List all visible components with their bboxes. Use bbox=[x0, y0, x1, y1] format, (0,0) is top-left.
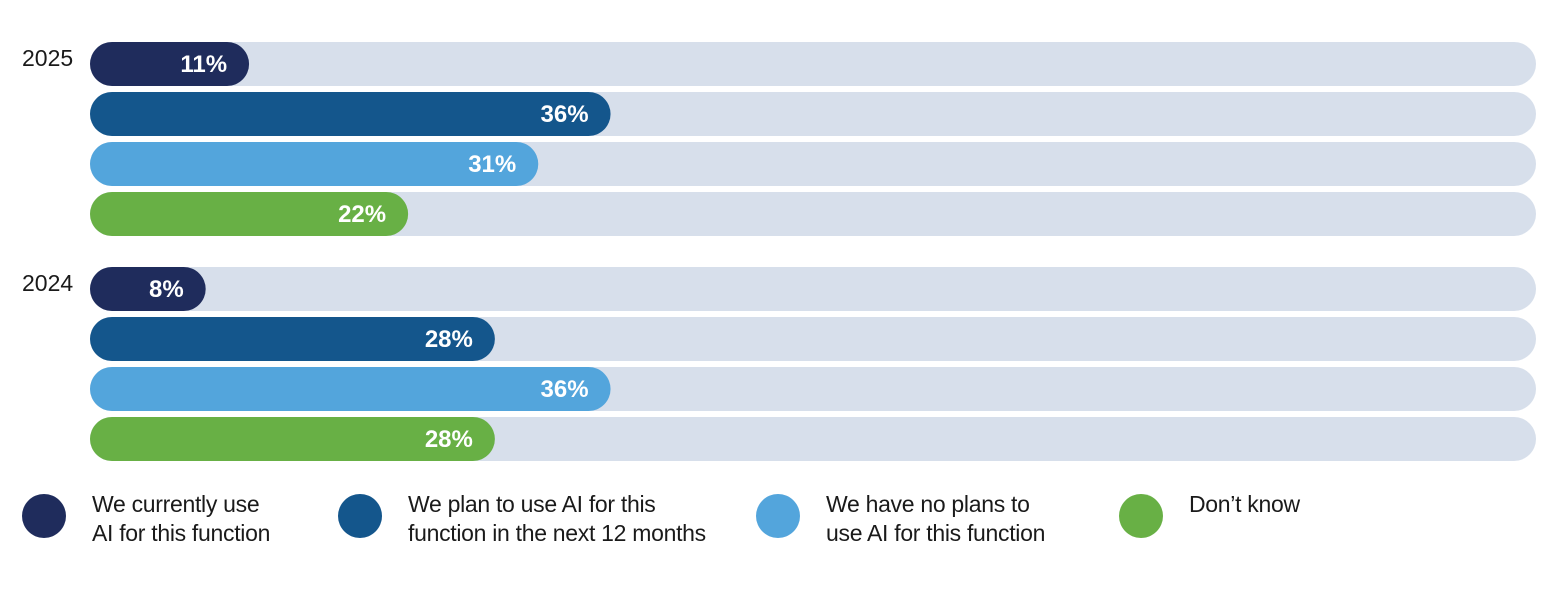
legend-swatch-currently-use bbox=[22, 494, 66, 538]
data-label: 31% bbox=[468, 151, 516, 178]
group-label-2025: 2025 bbox=[22, 45, 73, 71]
bar-track bbox=[90, 192, 1536, 236]
data-label: 22% bbox=[338, 201, 386, 228]
bar-2025-1 bbox=[90, 92, 611, 136]
legend-item-currently-use: We currently use AI for this function bbox=[22, 490, 270, 548]
group-label-2024: 2024 bbox=[22, 270, 73, 296]
bar-2024-3 bbox=[90, 417, 495, 461]
bar-2024-0 bbox=[90, 267, 206, 311]
data-label: 28% bbox=[425, 326, 473, 353]
legend-item-dont-know: Don’t know bbox=[1119, 490, 1300, 538]
legend-swatch-dont-know bbox=[1119, 494, 1163, 538]
data-label: 8% bbox=[149, 276, 184, 303]
bar-2024-1 bbox=[90, 317, 495, 361]
legend-label-no-plans: We have no plans to use AI for this func… bbox=[826, 491, 1046, 546]
bar-2025-2 bbox=[90, 142, 539, 186]
bar-2025-0 bbox=[90, 42, 250, 86]
legend-item-plan-to-use: We plan to use AI for this function in t… bbox=[338, 490, 706, 548]
data-label: 36% bbox=[541, 101, 589, 128]
bar-2025-3 bbox=[90, 192, 409, 236]
bar-2024-2 bbox=[90, 367, 611, 411]
legend: We currently use AI for this function We… bbox=[0, 490, 1558, 580]
legend-item-no-plans: We have no plans to use AI for this func… bbox=[756, 490, 1045, 548]
legend-swatch-no-plans bbox=[756, 494, 800, 538]
legend-label-dont-know: Don’t know bbox=[1189, 491, 1300, 517]
legend-swatch-plan-to-use bbox=[338, 494, 382, 538]
bar-chart: 2025 11% 36% 31% 22% 2024 8% 28% 36% 28% bbox=[22, 42, 1536, 461]
bar-track bbox=[90, 267, 1536, 311]
bar-track bbox=[90, 42, 1536, 86]
legend-label-plan-to-use: We plan to use AI for this function in t… bbox=[408, 491, 706, 546]
legend-label-currently-use: We currently use AI for this function bbox=[92, 491, 271, 546]
data-label: 11% bbox=[180, 51, 227, 78]
data-label: 36% bbox=[541, 376, 589, 403]
data-label: 28% bbox=[425, 426, 473, 453]
